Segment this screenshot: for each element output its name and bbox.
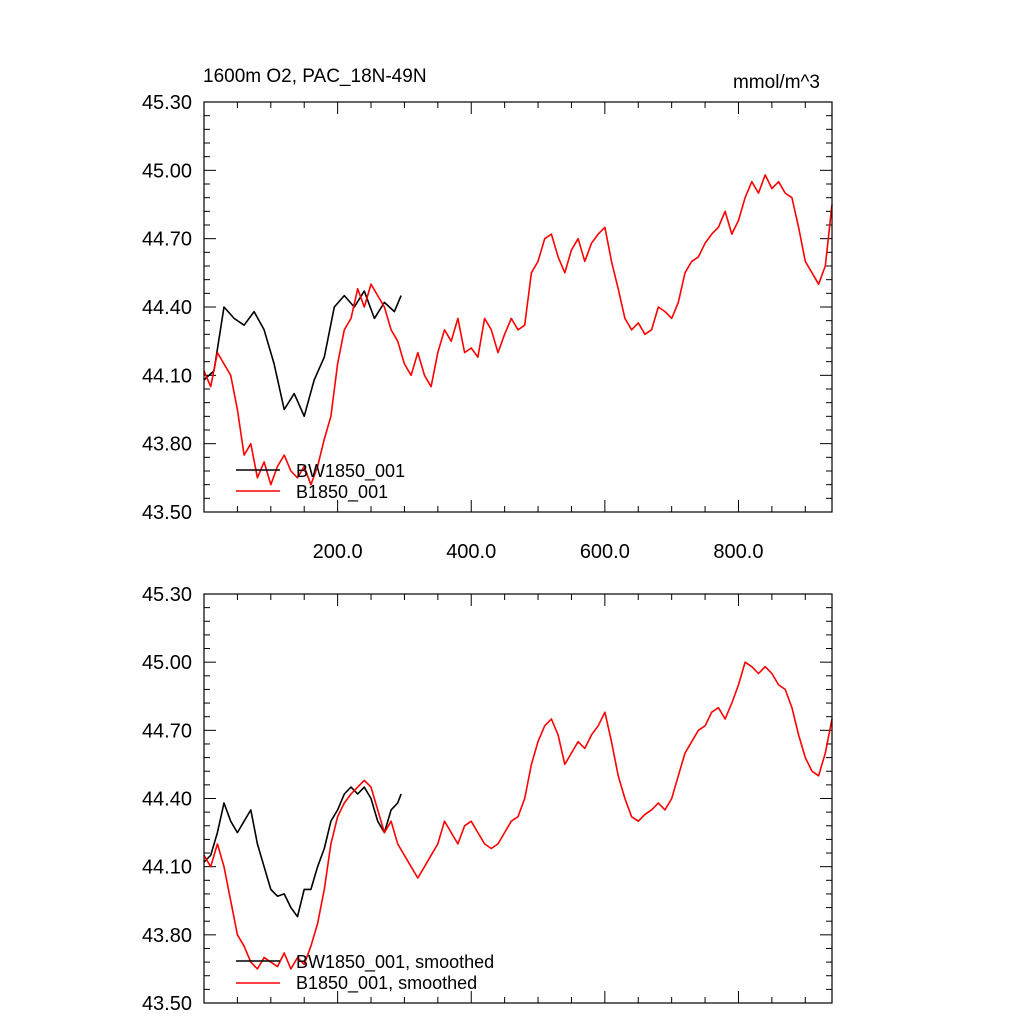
bottom-panel: 43.50 43.80 44.10 44.40 44.70 45.00 45.30 BW18… <box>142 584 833 1015</box>
legend-label-bw1850: BW1850_001 <box>296 461 405 482</box>
bottom-panel-frame <box>203 593 833 1004</box>
x-tick-label: 200.0 <box>313 541 363 563</box>
y-tick-label: 44.70 <box>142 229 192 251</box>
y-tick-label: 44.40 <box>142 297 192 319</box>
y-tick-label: 45.00 <box>142 160 192 182</box>
top-panel-units: mmol/m^3 <box>733 72 820 93</box>
bottom-panel-ticks: 43.50 43.80 44.10 44.40 44.70 45.00 45.30 <box>142 584 832 1015</box>
y-tick-label: 43.50 <box>142 502 192 524</box>
y-tick-label: 44.10 <box>142 365 192 387</box>
legend-label-b1850: B1850_001 <box>296 482 388 503</box>
top-panel-ticks: 43.50 43.80 44.10 44.40 44.70 45.00 45.30 200.0… <box>142 92 832 563</box>
y-tick-label: 45.00 <box>142 652 192 674</box>
series-line-bw1850-001 <box>203 290 402 418</box>
top-panel: 1600m O2, PAC_18N-49N mmol/m^3 43.50 43.8… <box>142 66 833 563</box>
top-panel-title: 1600m O2, PAC_18N-49N <box>203 66 427 87</box>
top-panel-series <box>203 174 833 486</box>
y-tick-label: 44.40 <box>142 789 192 811</box>
series-line-b1850-001 <box>203 174 833 486</box>
series-line-bw1850-001-smoothed <box>203 786 402 918</box>
top-panel-frame <box>203 101 833 513</box>
y-tick-label: 43.50 <box>142 993 192 1015</box>
y-tick-label: 44.10 <box>142 857 192 879</box>
y-tick-label: 45.30 <box>142 92 192 114</box>
x-tick-label: 600.0 <box>580 541 630 563</box>
y-tick-label: 45.30 <box>142 584 192 606</box>
legend-label-b1850-smoothed: B1850_001, smoothed <box>296 973 477 994</box>
legend-label-bw1850-smoothed: BW1850_001, smoothed <box>296 952 494 973</box>
bottom-panel-legend: BW1850_001, smoothed B1850_001, smoothed <box>236 952 494 994</box>
top-panel-legend: BW1850_001 B1850_001 <box>236 461 405 503</box>
x-tick-label: 400.0 <box>446 541 496 563</box>
y-tick-label: 44.70 <box>142 720 192 742</box>
bottom-panel-series <box>203 661 833 970</box>
y-tick-label: 43.80 <box>142 925 192 947</box>
series-line-b1850-001-smoothed <box>203 661 833 970</box>
y-tick-label: 43.80 <box>142 434 192 456</box>
x-tick-label: 800.0 <box>713 541 763 563</box>
